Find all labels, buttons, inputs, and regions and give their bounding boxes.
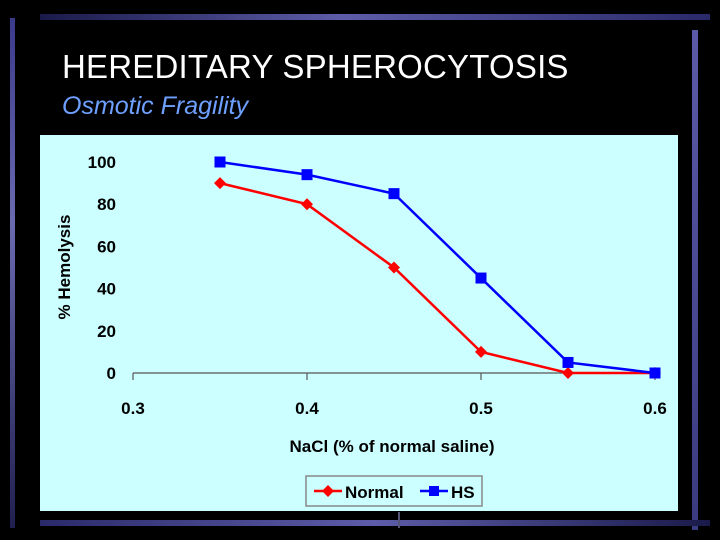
y-tick-label: 60 <box>97 237 116 256</box>
osmotic-fragility-chart: 0.3 0.4 0.5 0.6 0 20 40 60 80 100 % Hemolysis NaC… <box>40 135 678 511</box>
x-tick-label: 0.4 <box>295 399 319 418</box>
series-normal-point <box>562 367 574 379</box>
series-normal-point <box>301 198 313 211</box>
frame-left-bar <box>10 18 15 528</box>
legend-hs-marker <box>429 486 439 496</box>
legend: Normal HS <box>305 475 483 507</box>
series-normal-point <box>475 345 487 358</box>
x-tick-label: 0.6 <box>643 399 667 418</box>
series-hs-line <box>219 160 656 375</box>
y-tick-label: 40 <box>97 280 116 299</box>
y-tick-label: 20 <box>97 322 116 341</box>
slide-title: HEREDITARY SPHEROCYTOSIS <box>62 48 569 85</box>
frame-bottom-bar <box>40 520 710 526</box>
frame-top-bar <box>40 14 710 20</box>
slide-subtitle: Osmotic Fragility <box>62 92 249 120</box>
series-normal-line <box>219 181 655 375</box>
y-tick-label: 0 <box>107 364 116 383</box>
series-hs-point <box>214 156 226 168</box>
y-tick-label: 100 <box>88 153 116 172</box>
frame-bottom-tick <box>398 512 400 528</box>
plot-background <box>40 135 678 511</box>
series-normal-point <box>388 261 400 274</box>
x-axis-label: NaCl (% of normal saline) <box>290 437 495 456</box>
series-hs-point <box>301 169 313 181</box>
series-hs-point <box>562 356 574 368</box>
legend-box <box>305 475 483 507</box>
series-hs-point <box>649 367 661 379</box>
legend-hs-label: HS <box>451 483 475 502</box>
legend-normal-marker <box>322 485 334 497</box>
x-tick-label: 0.5 <box>469 399 493 418</box>
series-hs-point <box>475 272 487 284</box>
x-tick-label: 0.3 <box>121 399 145 418</box>
legend-normal-label: Normal <box>345 483 404 502</box>
y-axis-label: % Hemolysis <box>55 215 74 320</box>
y-tick-label: 80 <box>97 195 116 214</box>
frame-right-bar <box>692 30 698 530</box>
series-hs-point <box>388 188 400 200</box>
series-normal-point <box>214 177 226 190</box>
